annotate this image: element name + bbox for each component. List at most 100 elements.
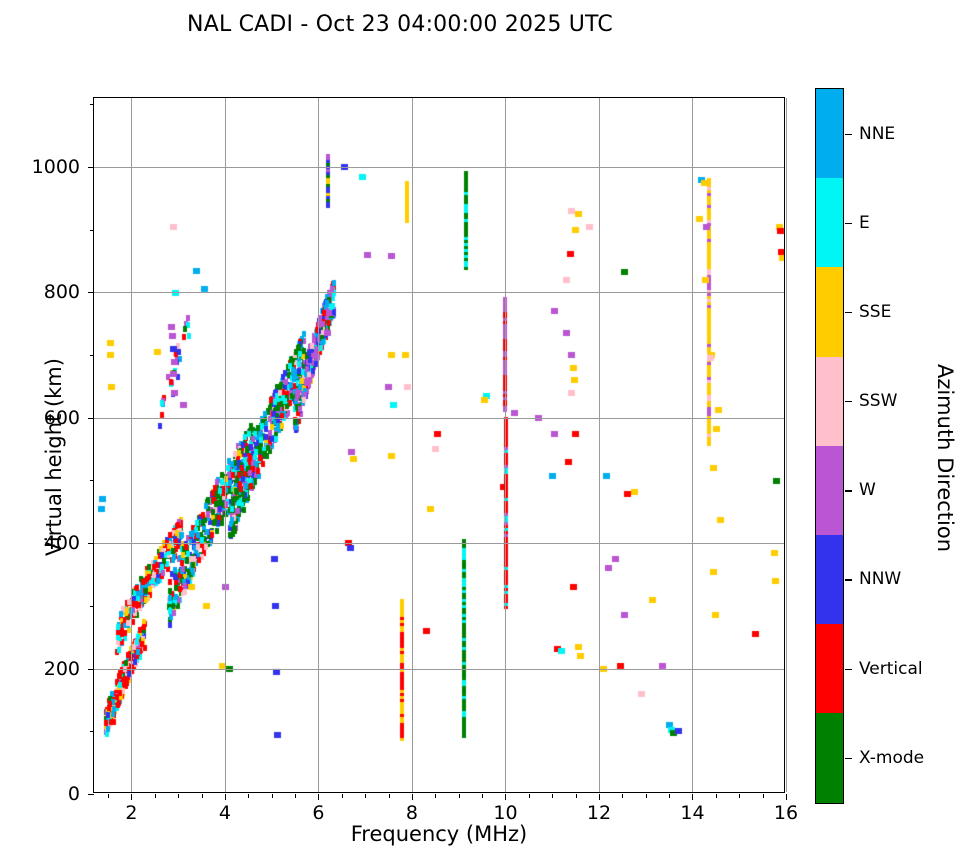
colorbar-label-nne: NNE: [859, 123, 896, 144]
plot-area: 2 4 6 8 10 12 14 16 0 200 400 600 800 1000: [32, 97, 798, 824]
gridline-x: [598, 98, 600, 792]
gridline-x: [505, 98, 507, 792]
tick-x-minor: [341, 794, 343, 798]
gridline-x: [131, 98, 133, 792]
tick-y-minor: [90, 355, 94, 357]
colorbar-segment-nnw: [816, 534, 843, 625]
tick-label-x: 16: [773, 802, 799, 824]
tick-y: [88, 668, 94, 670]
ionogram-scatter-canvas: [94, 98, 784, 792]
tick-x-minor: [552, 794, 554, 798]
colorbar-label-e: E: [859, 212, 870, 233]
colorbar-tick: [845, 490, 852, 492]
gridline-y: [94, 292, 784, 294]
colorbar: NNE E SSE SSW W NNW Vertical X-mode: [815, 88, 924, 804]
tick-label-x: 10: [493, 802, 518, 824]
tick-label-x: 6: [312, 802, 325, 824]
colorbar-segment-x-mode: [816, 713, 843, 803]
tick-y: [88, 292, 94, 294]
gridline-x: [224, 98, 226, 792]
tick-label-y: 800: [43, 281, 80, 304]
tick-label-x: 2: [125, 802, 138, 824]
tick-x-minor: [435, 794, 437, 798]
colorbar-tick: [845, 311, 852, 314]
colorbar-segment-ssw: [816, 356, 843, 447]
tick-x-minor: [388, 794, 390, 798]
tick-x-minor: [622, 794, 624, 798]
tick-label-x: 4: [218, 802, 231, 824]
colorbar-label-nnw: NNW: [859, 569, 902, 590]
tick-x-minor: [108, 794, 110, 798]
tick-y-minor: [90, 605, 94, 607]
tick-x-minor: [645, 794, 647, 798]
tick-x-minor: [528, 794, 530, 798]
colorbar-label: Azimuth Direction: [933, 363, 957, 553]
gridline-x: [318, 98, 320, 792]
gridline-y: [94, 543, 784, 545]
tick-x: [318, 794, 320, 800]
tick-y-minor: [90, 731, 94, 733]
tick-label-y: 400: [43, 532, 80, 555]
tick-x-minor: [295, 794, 297, 798]
gridline-x: [786, 98, 787, 792]
colorbar-label-vertical: Vertical: [859, 658, 923, 679]
gridline-x: [411, 98, 413, 792]
tick-label-y: 1000: [31, 155, 80, 178]
tick-x: [692, 794, 694, 800]
tick-x: [505, 794, 507, 800]
chart-title: NAL CADI - Oct 23 04:00:00 2025 UTC: [187, 12, 613, 37]
gridline-x: [692, 98, 694, 792]
tick-y-minor: [90, 480, 94, 482]
x-axis-label: Frequency (MHz): [350, 822, 528, 846]
colorbar-segment-nne: [816, 89, 843, 179]
tick-x: [786, 794, 787, 800]
tick-label-y: 600: [43, 406, 80, 429]
tick-x: [131, 794, 133, 800]
tick-y: [88, 417, 94, 419]
colorbar-label-w: W: [859, 480, 876, 501]
colorbar-tick: [845, 579, 852, 581]
gridline-y: [94, 417, 784, 419]
tick-x: [598, 794, 600, 800]
tick-x-minor: [248, 794, 250, 798]
colorbar-label-ssw: SSW: [859, 391, 898, 412]
tick-y: [88, 166, 94, 168]
colorbar-tick: [845, 757, 852, 760]
colorbar-segment-w: [816, 445, 843, 536]
tick-label-y: 200: [43, 657, 80, 680]
colorbar-segment-vertical: [816, 624, 843, 714]
tick-x-minor: [178, 794, 180, 798]
tick-x-minor: [458, 794, 460, 798]
y-axis-label: Virtual height (km): [42, 358, 66, 556]
tick-x-minor: [482, 794, 484, 798]
tick-x-minor: [669, 794, 671, 798]
colorbar-tick: [845, 668, 852, 670]
colorbar-tick: [845, 133, 852, 135]
colorbar-label-x-mode: X-mode: [859, 747, 925, 768]
tick-label-x: 8: [405, 802, 418, 824]
tick-x: [224, 794, 226, 800]
tick-x-minor: [762, 794, 764, 798]
tick-label-x: 14: [680, 802, 705, 824]
tick-x: [411, 794, 413, 800]
tick-y: [88, 543, 94, 545]
tick-label-x: 12: [586, 802, 612, 824]
tick-x-minor: [271, 794, 273, 798]
gridline-y: [94, 166, 784, 168]
tick-x-minor: [154, 794, 156, 798]
colorbar-tick: [845, 401, 852, 403]
tick-x-minor: [715, 794, 717, 798]
tick-x-minor: [201, 794, 203, 798]
tick-y: [88, 794, 94, 795]
colorbar-segment-sse: [816, 267, 843, 358]
colorbar-segment-e: [816, 178, 843, 268]
tick-label-y: 0: [67, 783, 80, 805]
colorbar-label-sse: SSE: [859, 301, 892, 322]
tick-y-minor: [90, 229, 94, 231]
gridline-y: [94, 668, 784, 670]
tick-y-minor: [90, 104, 94, 106]
data-canvas-wrap: [94, 98, 784, 792]
tick-x-minor: [365, 794, 367, 798]
colorbar-tick: [845, 222, 852, 225]
tick-x-minor: [575, 794, 577, 798]
